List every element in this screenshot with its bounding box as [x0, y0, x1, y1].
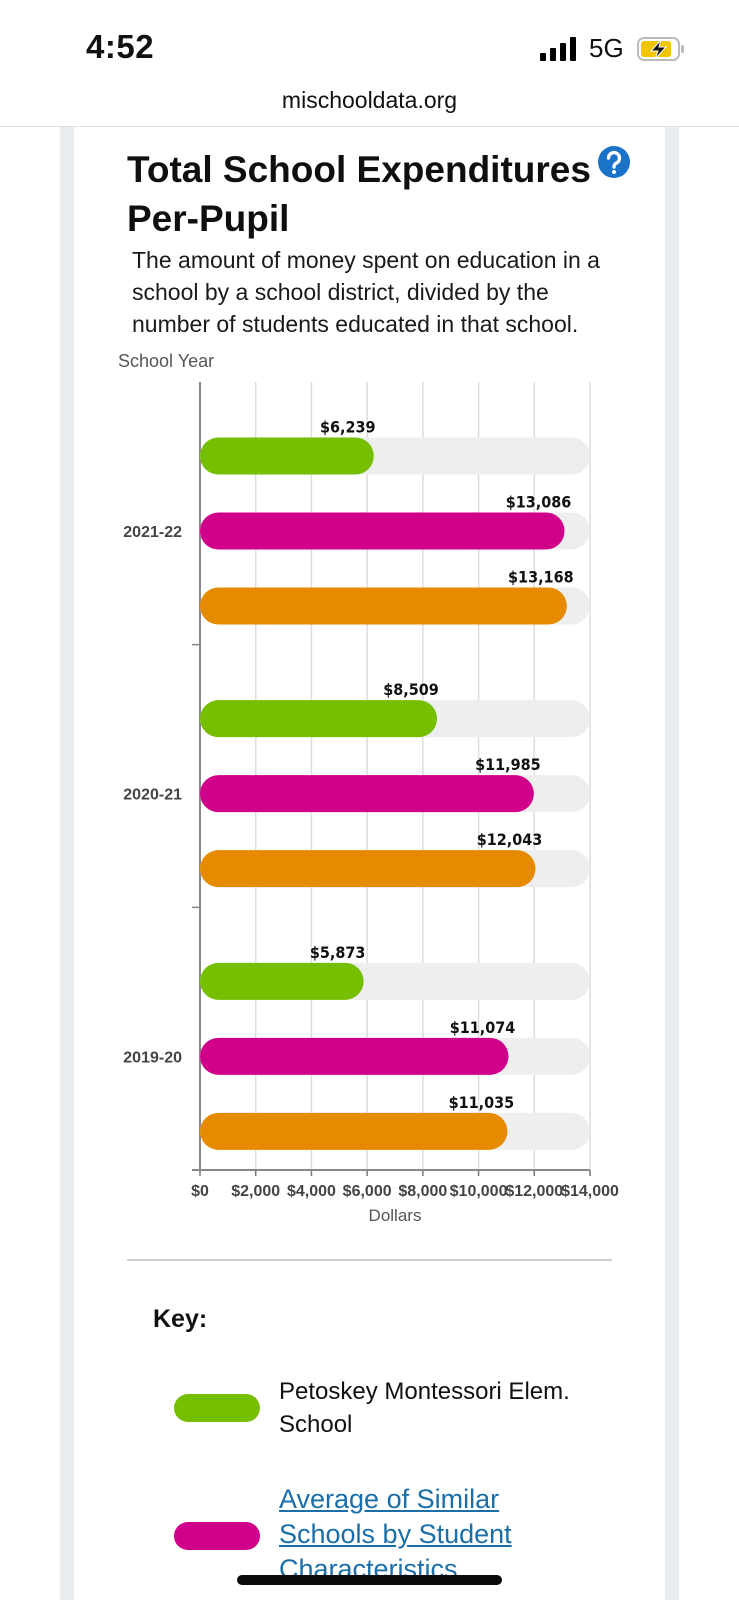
bar-2021-22-1 — [200, 512, 565, 550]
data-label: $11,074 — [450, 1018, 516, 1037]
x-tick-label: $2,000 — [231, 1183, 280, 1200]
network-label: 5G — [589, 33, 624, 63]
data-label: $13,168 — [508, 568, 574, 587]
category-label: 2021-22 — [123, 524, 182, 541]
x-tick-label: $14,000 — [561, 1183, 619, 1200]
similar-schools-link[interactable]: Average of Similar Schools by Student Ch… — [279, 1484, 512, 1584]
x-tick-label: $8,000 — [398, 1183, 447, 1200]
help-icon[interactable] — [597, 145, 631, 179]
page-gutter-right — [665, 127, 679, 1600]
legend-label-school: Petoskey Montessori Elem. School — [279, 1378, 570, 1438]
signal-icon — [540, 37, 580, 61]
data-label: $11,985 — [475, 755, 541, 774]
x-tick-label: $10,000 — [450, 1183, 508, 1200]
key-title: Key: — [153, 1305, 208, 1333]
data-label: $13,086 — [506, 493, 572, 512]
data-label: $8,509 — [383, 680, 439, 699]
category-label: 2019-20 — [123, 1049, 182, 1066]
bar-2019-20-1 — [200, 1037, 509, 1075]
bar-2021-22-2 — [200, 587, 567, 625]
bar-2020-21-1 — [200, 775, 534, 813]
page-gutter-left — [60, 127, 74, 1600]
card-description: The amount of money spent on education i… — [132, 247, 600, 337]
x-tick-label: $12,000 — [505, 1183, 563, 1200]
x-tick-label: $6,000 — [343, 1183, 392, 1200]
data-label: $12,043 — [477, 830, 543, 849]
url-text: mischooldata.org — [281, 87, 458, 113]
address-bar[interactable]: mischooldata.org — [0, 84, 739, 127]
category-label: 2020-21 — [123, 787, 182, 804]
x-tick-label: $0 — [191, 1183, 209, 1200]
x-tick-label: $4,000 — [287, 1183, 336, 1200]
bar-2020-21-2 — [200, 850, 536, 888]
bar-2019-20-0 — [200, 962, 364, 1000]
legend-swatch-school — [174, 1394, 260, 1422]
bar-2019-20-2 — [200, 1112, 508, 1150]
divider — [127, 1259, 612, 1261]
data-label: $6,239 — [320, 418, 376, 437]
clock: 4:52 — [86, 28, 155, 65]
data-label: $11,035 — [449, 1093, 515, 1112]
bar-2020-21-0 — [200, 700, 438, 738]
expenditure-chart: $6,239 $13,086 $13,168 2021-22 $8,509 $11,985… — [123, 382, 619, 1225]
y-axis-title: School Year — [118, 351, 215, 371]
card-title: Total School Expenditures Per-Pupil — [127, 149, 591, 239]
legend-swatch-similar-schools — [174, 1522, 260, 1550]
battery-charging-icon — [637, 37, 684, 61]
data-label: $5,873 — [310, 943, 366, 962]
bar-2021-22-0 — [200, 437, 374, 475]
status-bar: 4:52 5G — [0, 0, 739, 84]
home-indicator — [237, 1575, 502, 1585]
x-axis-title: Dollars — [369, 1206, 422, 1225]
